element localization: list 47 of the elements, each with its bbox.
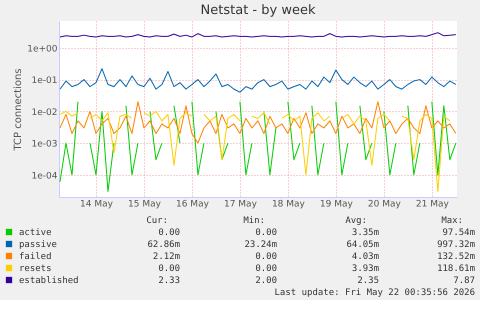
x-tick-label: 14 May [80,200,114,210]
x-tick-label: 16 May [176,200,210,210]
legend-label: established [19,276,79,286]
x-tick-label: 17 May [224,200,258,210]
text: 64.05m [346,240,379,250]
line-series [60,68,456,93]
text: 0.00 [158,264,180,274]
text: 2.35 [357,276,379,286]
x-tick-label: 20 May [368,200,402,210]
y-tick-label: 1e-04 [32,171,58,182]
text: 3.35m [352,228,379,238]
text: Last update: Fri May 22 00:35:56 2026 [274,288,475,298]
y-axis-title: TCP connections [13,68,24,152]
legend-label: failed [19,252,52,262]
y-tick-label: 1e-01 [32,76,58,86]
text: 0.00 [255,228,277,238]
text: Cur: [146,216,168,226]
y-tick-label: 1e-03 [32,140,58,150]
text: Min: [243,216,265,226]
line-series [60,101,456,144]
text: 2.33 [158,276,180,286]
text: 2.00 [255,276,277,286]
x-tick-label: 19 May [320,200,354,210]
x-tick-label: 21 May [416,200,450,210]
text: 3.93m [352,264,379,274]
text: Avg: [345,216,367,226]
y-tick-label: 1e+00 [27,44,58,54]
x-tick-label: 15 May [128,200,162,210]
text: 2.12m [152,252,180,262]
text: 997.32m [437,240,475,250]
text: 7.87 [453,276,475,286]
chart-title: Netstat - by week [200,3,316,18]
text: 62.86m [147,240,180,250]
text: 97.54m [442,228,475,238]
text: 118.61m [437,264,475,274]
text: 4.03m [352,252,379,262]
text: 0.00 [255,252,277,262]
text: 132.52m [437,252,475,262]
text: 23.24m [244,240,277,250]
y-tick-label: 1e-02 [32,108,58,118]
text: 0.00 [158,228,180,238]
legend-label: active [19,228,52,238]
legend-label: resets [19,264,52,274]
legend-label: passive [19,240,57,250]
text: Max: [441,216,463,226]
x-tick-label: 18 May [272,200,306,210]
text: 0.00 [255,264,277,274]
